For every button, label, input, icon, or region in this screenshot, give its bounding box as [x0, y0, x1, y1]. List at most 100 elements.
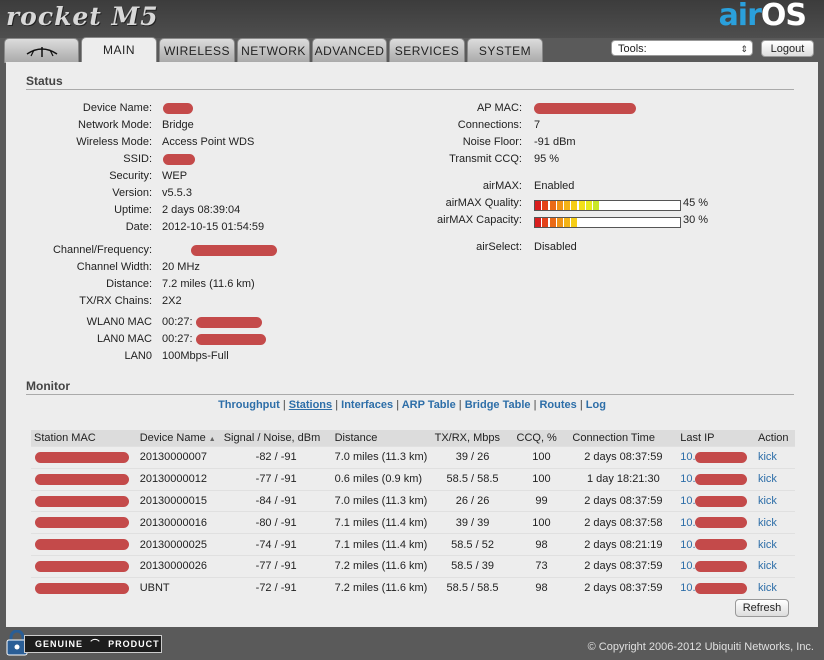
kick-link[interactable]: kick [754, 576, 795, 599]
link-throughput[interactable]: Throughput [218, 399, 280, 411]
dropdown-arrows-icon: ⇕ [740, 44, 748, 54]
table-row: 20130000012 -77 / -91 0.6 miles (0.9 km) 58… [31, 467, 795, 491]
cell-txrx: 58.5 / 52 [431, 533, 514, 556]
bar-segment [564, 218, 571, 227]
table-row: 20130000007 -82 / -91 7.0 miles (11.3 km) 3… [31, 446, 795, 469]
cell-device-name: 20130000016 [136, 511, 221, 534]
copyright-text: © Copyright 2006-2012 Ubiquiti Networks,… [587, 641, 814, 653]
cell-station-mac [31, 489, 137, 512]
cell-signal-noise: -77 / -91 [220, 554, 332, 578]
monitor-divider [26, 394, 794, 395]
brand-logo: airOS [718, 0, 807, 33]
status-value: Disabled [534, 241, 577, 253]
kick-link[interactable]: kick [754, 533, 795, 556]
bar-segment [585, 201, 593, 210]
redacted-value [695, 539, 748, 551]
link-bridge-table[interactable]: Bridge Table [464, 399, 531, 411]
status-label: TX/RX Chains: [79, 295, 152, 307]
col-signal-noise[interactable]: Signal / Noise, dBm [220, 430, 332, 447]
link-separator: | [335, 399, 339, 411]
cell-device-name: 20130000015 [136, 489, 221, 512]
col-station-mac[interactable]: Station MAC [31, 430, 137, 447]
status-value: 7.2 miles (11.6 km) [162, 278, 255, 290]
col-device-name[interactable]: Device Name ▲ [136, 430, 221, 447]
tab-network[interactable]: NETWORK [237, 38, 310, 63]
status-label: Network Mode: [78, 119, 152, 131]
status-label: Transmit CCQ: [449, 153, 522, 165]
cell-txrx: 58.5 / 58.5 [431, 467, 514, 491]
col-ccq[interactable]: CCQ, % [513, 430, 570, 447]
top-bar: rocket M5 airOS [0, 0, 824, 38]
status-label: Channel Width: [76, 261, 152, 273]
link-arp-table[interactable]: ARP Table [401, 399, 456, 411]
status-label: airSelect: [476, 241, 522, 253]
status-label: airMAX Quality: [445, 197, 522, 209]
status-label: AP MAC: [476, 102, 522, 114]
lock-icon [6, 630, 28, 656]
cell-txrx: 58.5 / 58.5 [431, 576, 514, 599]
logout-button[interactable]: Logout [761, 40, 814, 57]
bar-segment [535, 218, 542, 227]
col-txrx[interactable]: TX/RX, Mbps [431, 430, 514, 447]
bar-segment [571, 218, 579, 227]
kick-link[interactable]: kick [754, 467, 795, 491]
link-log[interactable]: Log [585, 399, 606, 411]
col-last-ip[interactable]: Last IP [677, 430, 755, 447]
status-label: Date: [125, 221, 152, 233]
cell-ccq: 98 [513, 576, 570, 599]
col-action: Action [754, 430, 795, 447]
link-stations[interactable]: Stations [288, 399, 333, 411]
kick-link[interactable]: kick [754, 511, 795, 534]
redacted-value [695, 495, 748, 507]
col-connection-time[interactable]: Connection Time [569, 430, 678, 447]
cell-distance: 7.1 miles (11.4 km) [331, 511, 432, 534]
product-logo: rocket M5 [6, 2, 159, 31]
table-row: 20130000016 -80 / -91 7.1 miles (11.4 km) 3… [31, 511, 795, 534]
table-header-row: Station MAC Device Name ▲ Signal / Noise… [31, 430, 795, 447]
cell-last-ip[interactable]: 10. [677, 511, 755, 534]
cell-station-mac [31, 511, 137, 534]
last-ip-prefix: 10. [680, 582, 696, 595]
tab-ubiquiti-logo[interactable] [4, 38, 79, 63]
sort-ascending-icon: ▲ [208, 436, 216, 443]
cell-device-name: UBNT [136, 576, 221, 599]
tools-dropdown[interactable]: Tools: ⇕ [611, 40, 753, 56]
cell-last-ip[interactable]: 10. [677, 489, 755, 512]
status-value: Bridge [162, 119, 194, 131]
cell-signal-noise: -80 / -91 [220, 511, 332, 534]
cell-signal-noise: -82 / -91 [220, 446, 332, 469]
cell-connection-time: 2 days 08:37:59 [569, 489, 678, 512]
cell-last-ip[interactable]: 10. [677, 446, 755, 469]
cell-ccq: 100 [513, 467, 570, 491]
cell-station-mac [31, 554, 137, 578]
cell-last-ip[interactable]: 10. [677, 467, 755, 491]
cell-last-ip[interactable]: 10. [677, 554, 755, 578]
tab-wireless[interactable]: WIRELESS [159, 38, 235, 63]
status-value: 20 MHz [162, 261, 200, 273]
link-interfaces[interactable]: Interfaces [341, 399, 394, 411]
badge-genuine-text: GENUINE [35, 639, 84, 649]
col-distance[interactable]: Distance [331, 430, 432, 447]
redacted-value [35, 495, 129, 507]
cell-last-ip[interactable]: 10. [677, 576, 755, 599]
table-row: 20130000025 -74 / -91 7.1 miles (11.4 km) 5… [31, 533, 795, 556]
tab-advanced[interactable]: ADVANCED [312, 38, 387, 63]
status-label: airMAX: [482, 180, 522, 192]
status-value: 7 [534, 119, 541, 131]
kick-link[interactable]: kick [754, 446, 795, 469]
cell-device-name: 20130000012 [136, 467, 221, 491]
link-routes[interactable]: Routes [539, 399, 577, 411]
redacted-value [35, 539, 129, 551]
monitor-links: Throughput | Stations | Interfaces | ARP… [6, 399, 818, 411]
tab-main[interactable]: MAIN [81, 37, 157, 64]
link-separator: | [533, 399, 537, 411]
tab-services[interactable]: SERVICES [389, 38, 465, 63]
kick-link[interactable]: kick [754, 489, 795, 512]
tab-system[interactable]: SYSTEM [467, 38, 543, 63]
cell-last-ip[interactable]: 10. [677, 533, 755, 556]
refresh-button[interactable]: Refresh [735, 599, 789, 617]
kick-link[interactable]: kick [754, 554, 795, 578]
redacted-value [35, 517, 129, 529]
redacted-value [35, 582, 129, 594]
status-label: Channel/Frequency: [52, 244, 152, 256]
